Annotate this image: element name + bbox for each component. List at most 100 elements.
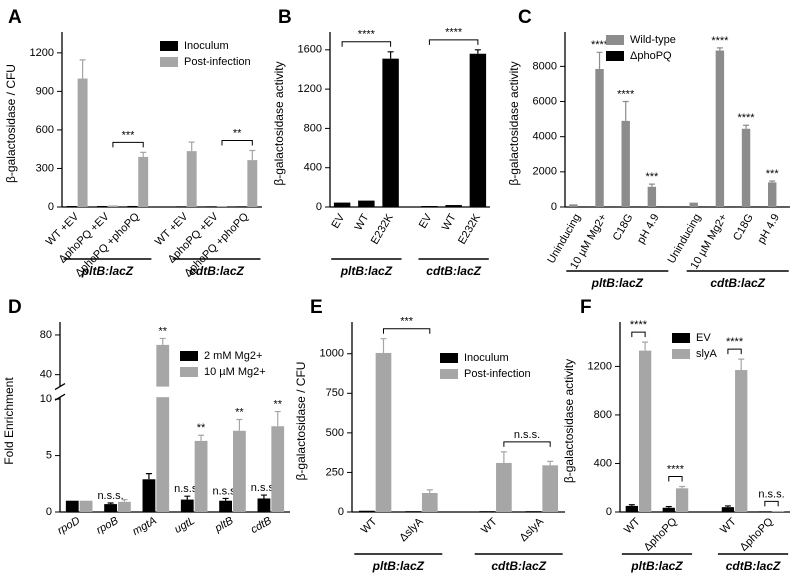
y-tick-label: 400 xyxy=(304,162,322,174)
y-tick-label: 2000 xyxy=(533,166,557,178)
x-tick-label: WT xyxy=(718,515,739,536)
bar xyxy=(496,462,512,512)
x-tick-label: mgtA xyxy=(131,515,159,538)
error-bar xyxy=(628,504,635,506)
y-tick-label: 1600 xyxy=(298,44,322,56)
x-tick-label: WT xyxy=(359,515,380,536)
bracket xyxy=(727,348,742,355)
error-bar xyxy=(769,180,776,183)
bar xyxy=(104,504,117,512)
bar xyxy=(657,206,666,207)
error-bar xyxy=(679,485,686,489)
bracket xyxy=(668,476,683,482)
bar xyxy=(758,511,772,512)
bar xyxy=(715,50,725,208)
error-bar xyxy=(145,473,152,480)
group-label: cdtB:lacZ xyxy=(710,276,765,290)
bar xyxy=(721,507,735,512)
error-bar xyxy=(622,100,629,121)
y-tick-label: 4000 xyxy=(533,131,557,143)
error-bar xyxy=(387,51,394,59)
bracket xyxy=(764,500,779,507)
legend-swatch xyxy=(606,51,624,61)
significance: **** xyxy=(737,112,755,124)
panel-letter: A xyxy=(8,7,22,28)
x-tick-label: EV xyxy=(417,211,435,230)
x-tick-label: ΔphoPQ xyxy=(738,515,776,553)
bracket-label: **** xyxy=(445,27,463,39)
legend-label: Inoculum xyxy=(184,40,229,52)
legend-swatch xyxy=(160,41,178,51)
x-tick-label: rpoD xyxy=(55,515,82,537)
bracket-label: *** xyxy=(122,129,136,141)
error-bar xyxy=(380,338,387,353)
significance: *** xyxy=(766,168,780,180)
significance: ** xyxy=(197,422,206,434)
bracket-label: n.s.s. xyxy=(758,488,784,500)
legend-label: slyA xyxy=(696,348,717,360)
y-axis-label: β-galactosidase activity xyxy=(507,61,521,185)
error-bar xyxy=(738,358,745,371)
y-tick-label: 800 xyxy=(594,409,612,421)
y-axis-label: β-galactosidase activity xyxy=(272,61,286,185)
error-bar xyxy=(274,410,281,427)
bar xyxy=(333,202,351,207)
bar xyxy=(142,479,156,512)
group-label: pltB:lacZ xyxy=(591,276,644,290)
x-tick-label: E232K xyxy=(456,211,483,246)
bar xyxy=(138,156,149,207)
bar xyxy=(698,206,708,207)
y-tick-label: 0 xyxy=(48,201,54,213)
error-bar xyxy=(236,418,243,431)
y-tick-label: 1200 xyxy=(30,47,54,59)
group-label: cdtB:lacZ xyxy=(189,264,244,278)
bar xyxy=(662,507,675,512)
bracket-label: **** xyxy=(726,336,744,348)
x-tick-label: WT xyxy=(353,212,372,233)
error-bar xyxy=(107,502,114,505)
y-tick-label: 900 xyxy=(36,85,54,97)
bar xyxy=(777,206,786,207)
error-bar xyxy=(222,497,229,501)
error-bar xyxy=(665,505,672,508)
significance: n.s.s. xyxy=(212,485,238,497)
bar xyxy=(735,370,748,512)
y-axis-label: Fold Enrichment xyxy=(2,377,16,465)
error-bar xyxy=(648,183,655,187)
significance: n.s.s. xyxy=(251,482,277,494)
y-tick-label: 0 xyxy=(551,201,557,213)
y-tick-label: 1200 xyxy=(298,83,322,95)
bar xyxy=(725,206,734,207)
bracket xyxy=(112,141,144,148)
bar xyxy=(107,205,118,207)
panel-letter: C xyxy=(518,7,532,28)
bar xyxy=(375,352,392,512)
y-tick-label: 400 xyxy=(594,457,612,469)
x-tick-label: E232K xyxy=(369,211,396,246)
group-label: cdtB:lacZ xyxy=(426,264,481,278)
y-tick-label: 10 xyxy=(40,393,52,405)
bracket-label: **** xyxy=(667,463,685,475)
significance: ** xyxy=(235,406,244,418)
bar xyxy=(358,200,375,207)
bar xyxy=(675,488,689,512)
legend-label: Post-infection xyxy=(184,56,251,68)
bar xyxy=(236,206,247,207)
legend-swatch xyxy=(440,369,458,379)
bar xyxy=(186,151,197,207)
error-bar xyxy=(140,151,147,157)
y-tick-label: 1200 xyxy=(588,360,612,372)
bar xyxy=(445,205,462,207)
error-bar xyxy=(79,59,86,79)
x-tick-label: ΔslyA xyxy=(518,515,547,544)
significance: **** xyxy=(591,39,609,51)
y-tick-label: 500 xyxy=(326,427,344,439)
axis-break-mark xyxy=(54,383,66,401)
bar xyxy=(647,186,657,207)
x-tick-label: ugtL xyxy=(173,515,198,536)
legend-swatch xyxy=(672,333,690,343)
significance: ** xyxy=(273,398,282,410)
bar xyxy=(421,206,438,207)
significance: n.s.s. xyxy=(97,490,123,502)
